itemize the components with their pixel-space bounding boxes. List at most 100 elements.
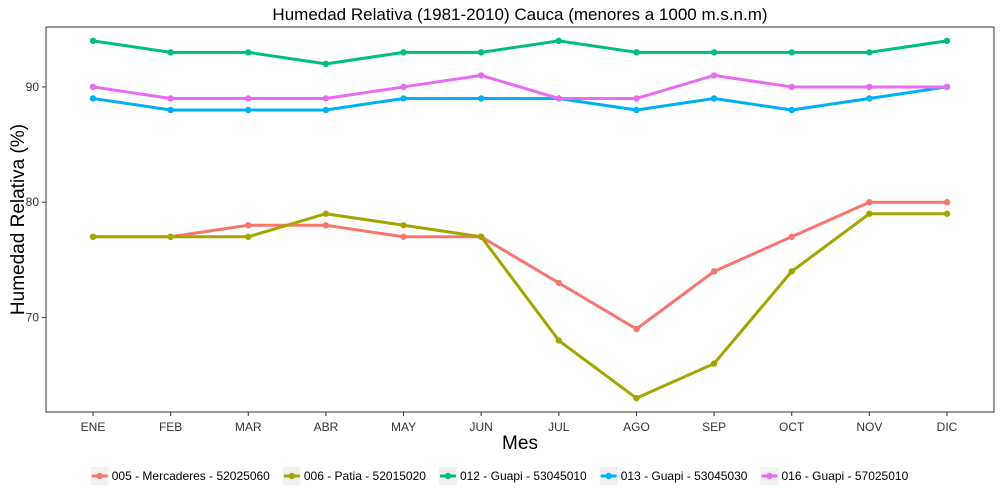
y-axis: 70 80 90 [26,80,46,324]
data-point [788,49,795,56]
data-point [866,199,873,206]
x-tick-label: MAY [391,420,416,434]
data-point [710,49,718,56]
x-tick-label: AGO [623,420,650,434]
x-tick-label: ABR [314,420,339,434]
y-axis-title: Humedad Relativa (%) [8,124,29,315]
data-point [322,210,330,217]
data-point [89,233,97,240]
series-2 [89,210,951,402]
legend-label: 006 - Patia - 52015020 [304,469,426,483]
legend-key-point [766,472,773,480]
data-point [633,95,640,102]
data-point [710,268,718,275]
data-point [555,95,563,102]
data-point [788,268,795,275]
data-point [400,233,407,240]
data-point [477,233,485,240]
data-point [245,95,252,102]
data-point [866,210,873,217]
data-point [89,95,97,102]
x-tick-label: FEB [159,420,182,434]
legend-key-point [605,472,612,480]
series-layer [89,37,951,402]
data-point [633,49,640,56]
x-tick-label: SEP [702,420,726,434]
x-axis-title: Mes [502,433,538,454]
legend-label: 016 - Guapi - 57025010 [781,469,908,483]
data-point [322,60,330,68]
x-axis: ENE FEB MAR ABR MAY JUN JUL AGO SEP OCT NOV DIC [81,412,958,434]
data-point [710,95,718,102]
plot-area [45,26,995,413]
data-point [245,106,252,114]
data-point [477,49,485,56]
data-point [555,279,563,287]
data-point [943,199,951,206]
data-point [710,360,718,367]
series-1 [89,199,951,333]
data-point [400,83,407,91]
legend: 005 - Mercaderes - 52025060 006 - Patia -… [90,467,909,485]
series-line [91,85,949,112]
data-point [555,37,563,45]
legend-key-point [96,472,103,480]
y-tick-label: 90 [26,80,40,94]
data-point [167,106,174,114]
y-tick-label: 80 [26,195,40,209]
legend-item: 012 - Guapi - 53045010 [438,467,587,485]
data-point [322,95,330,102]
series-line [91,73,949,100]
legend-item: 006 - Patia - 52015020 [282,467,426,485]
data-point [245,222,252,229]
legend-label: 005 - Mercaderes - 52025060 [112,469,270,483]
legend-item: 016 - Guapi - 57025010 [760,467,909,485]
x-tick-label: JUL [548,420,570,434]
series-5 [89,72,951,102]
data-point [477,72,485,79]
x-tick-label: MAR [235,420,262,434]
x-tick-label: ENE [81,420,106,434]
data-point [555,337,563,344]
data-point [322,106,330,114]
legend-item: 013 - Guapi - 53045030 [599,467,748,485]
x-tick-label: OCT [779,420,805,434]
series-line [91,212,949,400]
data-point [400,49,407,56]
data-point [633,325,640,333]
series-line [91,39,949,66]
legend-key-point [288,472,296,480]
series-line [91,200,949,331]
x-tick-label: DIC [937,420,958,434]
legend-key-point [444,472,452,480]
legend-item: 005 - Mercaderes - 52025060 [90,467,270,485]
data-point [477,95,485,102]
data-point [400,95,407,102]
data-point [322,222,330,229]
data-point [167,233,174,240]
data-point [866,95,873,102]
data-point [633,106,640,114]
chart-title: Humedad Relativa (1981-2010) Cauca (meno… [272,5,767,24]
data-point [943,83,951,91]
x-tick-label: JUN [470,420,493,434]
data-point [710,72,718,79]
y-tick-label: 70 [26,310,40,324]
data-point [245,49,252,56]
data-point [943,37,951,45]
data-point [167,95,174,102]
data-point [866,49,873,56]
data-point [788,83,795,91]
data-point [245,233,252,240]
series-3 [89,37,951,68]
data-point [167,49,174,56]
data-point [89,37,97,45]
data-point [943,210,951,217]
legend-label: 013 - Guapi - 53045030 [621,469,748,483]
data-point [866,83,873,91]
legend-label: 012 - Guapi - 53045010 [460,469,587,483]
data-point [633,394,640,402]
data-point [788,233,795,240]
data-point [400,222,407,229]
